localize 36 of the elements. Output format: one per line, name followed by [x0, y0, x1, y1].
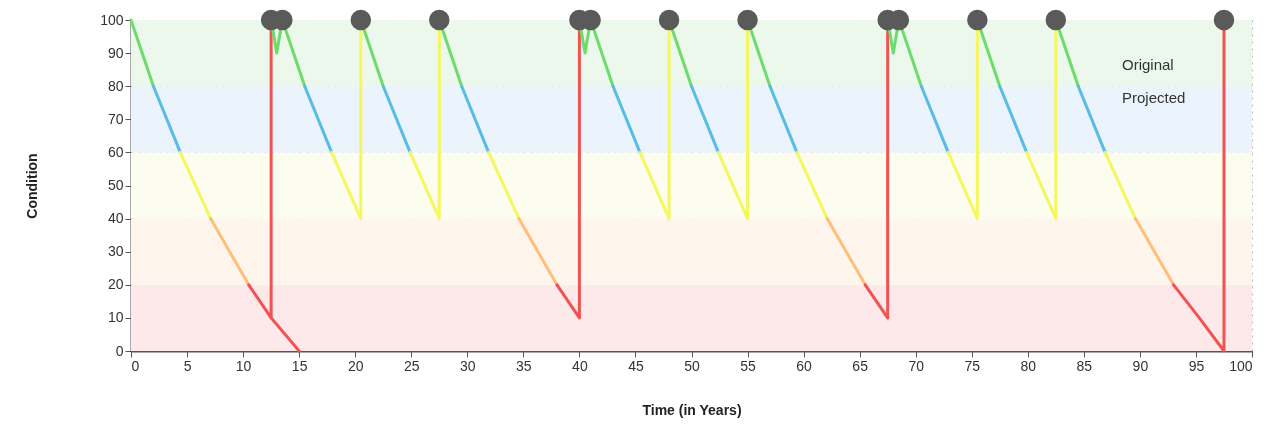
- y-tick-label: 100: [100, 11, 124, 28]
- x-tick-label: 5: [183, 357, 192, 374]
- y-tick-label: 20: [107, 276, 124, 293]
- annotation: Original: [1121, 56, 1174, 73]
- x-tick-label: 15: [291, 357, 308, 374]
- y-tick-label: 80: [107, 77, 124, 94]
- x-tick-label: 60: [796, 357, 813, 374]
- y-tick-label: 10: [107, 309, 124, 326]
- x-tick-label: 90: [1132, 357, 1149, 374]
- y-tick-label: 40: [107, 210, 124, 227]
- x-tick-label: 45: [628, 357, 644, 374]
- x-axis-title: Time (in Years): [642, 401, 742, 418]
- annotation: Projected: [1121, 89, 1186, 106]
- y-axis-title: Condition: [24, 153, 41, 219]
- x-tick-label: 35: [516, 357, 532, 374]
- y-tick-label: 0: [115, 342, 124, 359]
- x-tick-label: 80: [1020, 357, 1037, 374]
- x-tick-label: 65: [852, 357, 869, 374]
- y-tick-label: 90: [107, 44, 124, 61]
- x-tick-label: 95: [1188, 357, 1205, 374]
- x-tick-label: 0: [131, 357, 140, 374]
- x-tick-label: 40: [572, 357, 588, 374]
- x-tick-label: 25: [403, 357, 420, 374]
- y-tick-label: 50: [107, 177, 124, 193]
- x-tick-label: 70: [908, 357, 925, 374]
- y-tick-label: 30: [107, 243, 124, 260]
- y-tick-label: 70: [107, 110, 124, 127]
- x-tick-label: 10: [235, 357, 252, 374]
- x-tick-label: 30: [460, 357, 476, 374]
- x-tick-label: 85: [1076, 357, 1093, 374]
- y-tick-label: 60: [107, 143, 124, 160]
- x-tick-label: 20: [347, 357, 364, 374]
- x-tick-label: 75: [964, 357, 981, 374]
- x-tick-label: 55: [740, 357, 757, 374]
- x-tick-label: 100: [1229, 357, 1253, 374]
- x-tick-label: 50: [684, 357, 700, 374]
